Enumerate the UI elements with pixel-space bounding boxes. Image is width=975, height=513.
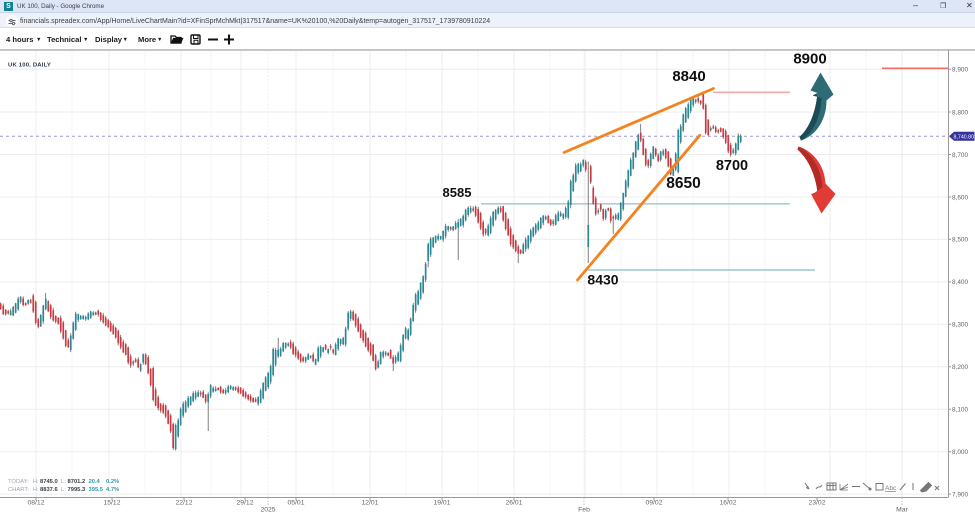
svg-text:08/12: 08/12 [27, 500, 44, 507]
svg-text:23/02: 23/02 [808, 500, 825, 507]
svg-text:8840: 8840 [672, 68, 705, 85]
svg-text:0.2%: 0.2% [106, 479, 119, 485]
svg-text:29/12: 29/12 [236, 500, 253, 507]
svg-text:L:: L: [61, 487, 66, 493]
svg-text:05/01: 05/01 [287, 500, 304, 507]
svg-text:09/02: 09/02 [645, 500, 662, 507]
svg-text:7,900: 7,900 [952, 491, 968, 498]
svg-text:12/01: 12/01 [361, 500, 378, 507]
svg-text:19/01: 19/01 [433, 500, 450, 507]
svg-text:16/02: 16/02 [719, 500, 736, 507]
svg-text:Abc: Abc [885, 485, 897, 492]
svg-text:8837.6: 8837.6 [40, 487, 59, 493]
svg-text:7995.3: 7995.3 [68, 487, 87, 493]
svg-text:395.5: 395.5 [89, 487, 104, 493]
svg-text:Feb: Feb [578, 507, 590, 513]
svg-text:4.7%: 4.7% [106, 487, 119, 493]
svg-text:UK 100, DAILY: UK 100, DAILY [8, 63, 51, 69]
svg-text:15/12: 15/12 [103, 500, 120, 507]
svg-text:8745.0: 8745.0 [40, 479, 58, 485]
svg-text:26/01: 26/01 [505, 500, 522, 507]
svg-text:8650: 8650 [666, 175, 700, 192]
svg-text:20.4: 20.4 [89, 479, 101, 485]
svg-text:2025: 2025 [260, 507, 275, 513]
svg-text:8585: 8585 [443, 185, 472, 200]
svg-text:L:: L: [61, 479, 66, 485]
svg-text:8,100: 8,100 [952, 407, 968, 414]
svg-text:Mar: Mar [896, 507, 908, 513]
svg-text:8430: 8430 [587, 271, 618, 287]
svg-text:8,400: 8,400 [952, 279, 968, 286]
svg-text:8701.2: 8701.2 [68, 479, 86, 485]
svg-text:CHART:: CHART: [8, 487, 29, 493]
svg-text:8700: 8700 [716, 158, 748, 174]
svg-text:8,200: 8,200 [952, 364, 968, 371]
svg-text:8,300: 8,300 [952, 322, 968, 329]
svg-text:H:: H: [33, 479, 39, 485]
svg-text:H:: H: [33, 487, 39, 493]
svg-text:8,740.80: 8,740.80 [954, 135, 975, 141]
svg-text:22/12: 22/12 [175, 500, 192, 507]
svg-text:TODAY:: TODAY: [8, 479, 29, 485]
svg-text:8,700: 8,700 [952, 152, 968, 159]
svg-text:8,600: 8,600 [952, 194, 968, 201]
svg-text:8,800: 8,800 [952, 109, 968, 116]
svg-text:8,900: 8,900 [952, 67, 968, 74]
svg-text:8900: 8900 [793, 51, 826, 68]
svg-text:8,000: 8,000 [952, 449, 968, 456]
svg-text:8,500: 8,500 [952, 237, 968, 244]
